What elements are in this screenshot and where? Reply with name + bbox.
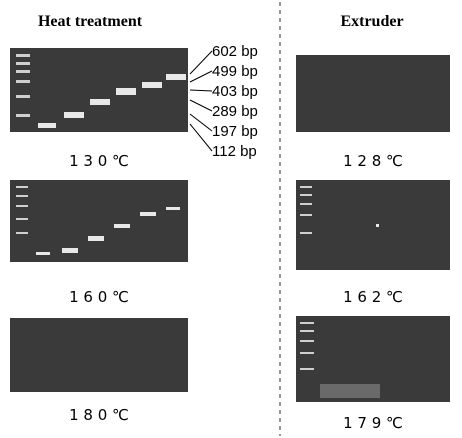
panel-label: 1 3 0 ℃ [69,152,129,170]
marker-arrow [189,50,213,75]
panel-label: 1 6 2 ℃ [343,288,403,306]
gel [10,180,188,262]
panel-label: 1 2 8 ℃ [343,152,403,170]
gel [296,55,450,132]
marker-arrow [189,113,213,132]
gel [10,318,188,392]
marker-label: 289 bp [212,103,258,120]
marker-arrow [189,89,213,92]
marker-arrow [189,99,213,112]
column-title: Heat treatment [38,13,143,30]
marker-arrow [189,123,213,152]
gel [296,316,450,402]
marker-label: 112 bp [212,143,257,160]
column-title: Extruder [340,13,403,30]
marker-group: 602 bp 499 bp 403 bp 289 bp 197 bp 112 bp [189,43,258,160]
marker-label: 197 bp [212,123,258,140]
panel-label: 1 6 0 ℃ [69,288,129,306]
gel [10,48,188,132]
panel-label: 1 7 9 ℃ [343,414,403,432]
marker-label: 499 bp [212,63,258,80]
panel-label: 1 8 0 ℃ [69,406,129,424]
marker-label: 602 bp [212,43,258,60]
marker-arrow [189,70,213,83]
gel [296,180,450,270]
marker-label: 403 bp [212,83,258,100]
